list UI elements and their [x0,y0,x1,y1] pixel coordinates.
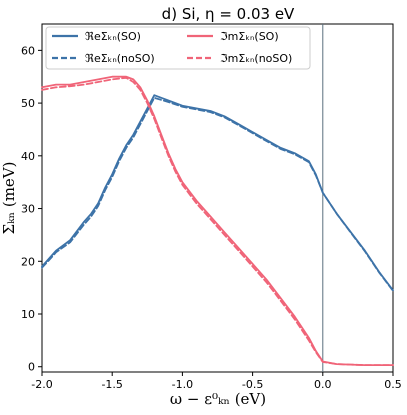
series-line-1 [41,94,394,292]
series-layer [41,24,394,372]
x-tick-label: -2.0 [31,378,52,391]
axis-ticks: -2.0 -1.5 -1.0 -0.5 0.0 0.5 0 10 20 30 40 50 60 [21,44,402,391]
x-axis-label: ω − ε⁰ₖₙ (eV) [170,390,266,408]
series-line-4 [41,76,394,367]
plot-frame [41,23,394,373]
x-tick-label: 0.0 [314,378,332,391]
y-tick-label: 30 [21,203,35,216]
y-tick-label: 50 [21,97,35,110]
chart-title: d) Si, η = 0.03 eV [162,5,295,23]
y-tick-label: 40 [21,150,35,163]
legend-label-1: ℜeΣₖₙ(SO) [85,30,141,43]
x-tick-label: -1.0 [172,378,193,391]
series-line-2 [41,96,394,292]
y-tick-label: 10 [21,308,35,321]
y-axis-label: Σₖₙ (meV) [0,162,18,235]
legend-box [45,26,311,70]
legend-label-2: ℜeΣₖₙ(noSO) [85,52,155,65]
plot-area [41,23,394,373]
x-tick-label: -0.5 [242,378,263,391]
y-tick-label: 20 [21,255,35,268]
x-tick-label: 0.5 [384,378,402,391]
y-tick-label: 0 [28,361,35,374]
legend-label-3: ℑmΣₖₙ(SO) [220,30,279,43]
legend: ℜeΣₖₙ(SO) ℜeΣₖₙ(noSO) ℑmΣₖₙ(SO) ℑmΣₖₙ(noSO) [45,26,311,70]
y-tick-label: 60 [21,44,35,57]
x-tick-label: -1.5 [101,378,122,391]
series-line-3 [41,75,394,367]
legend-label-4: ℑmΣₖₙ(noSO) [220,52,292,65]
